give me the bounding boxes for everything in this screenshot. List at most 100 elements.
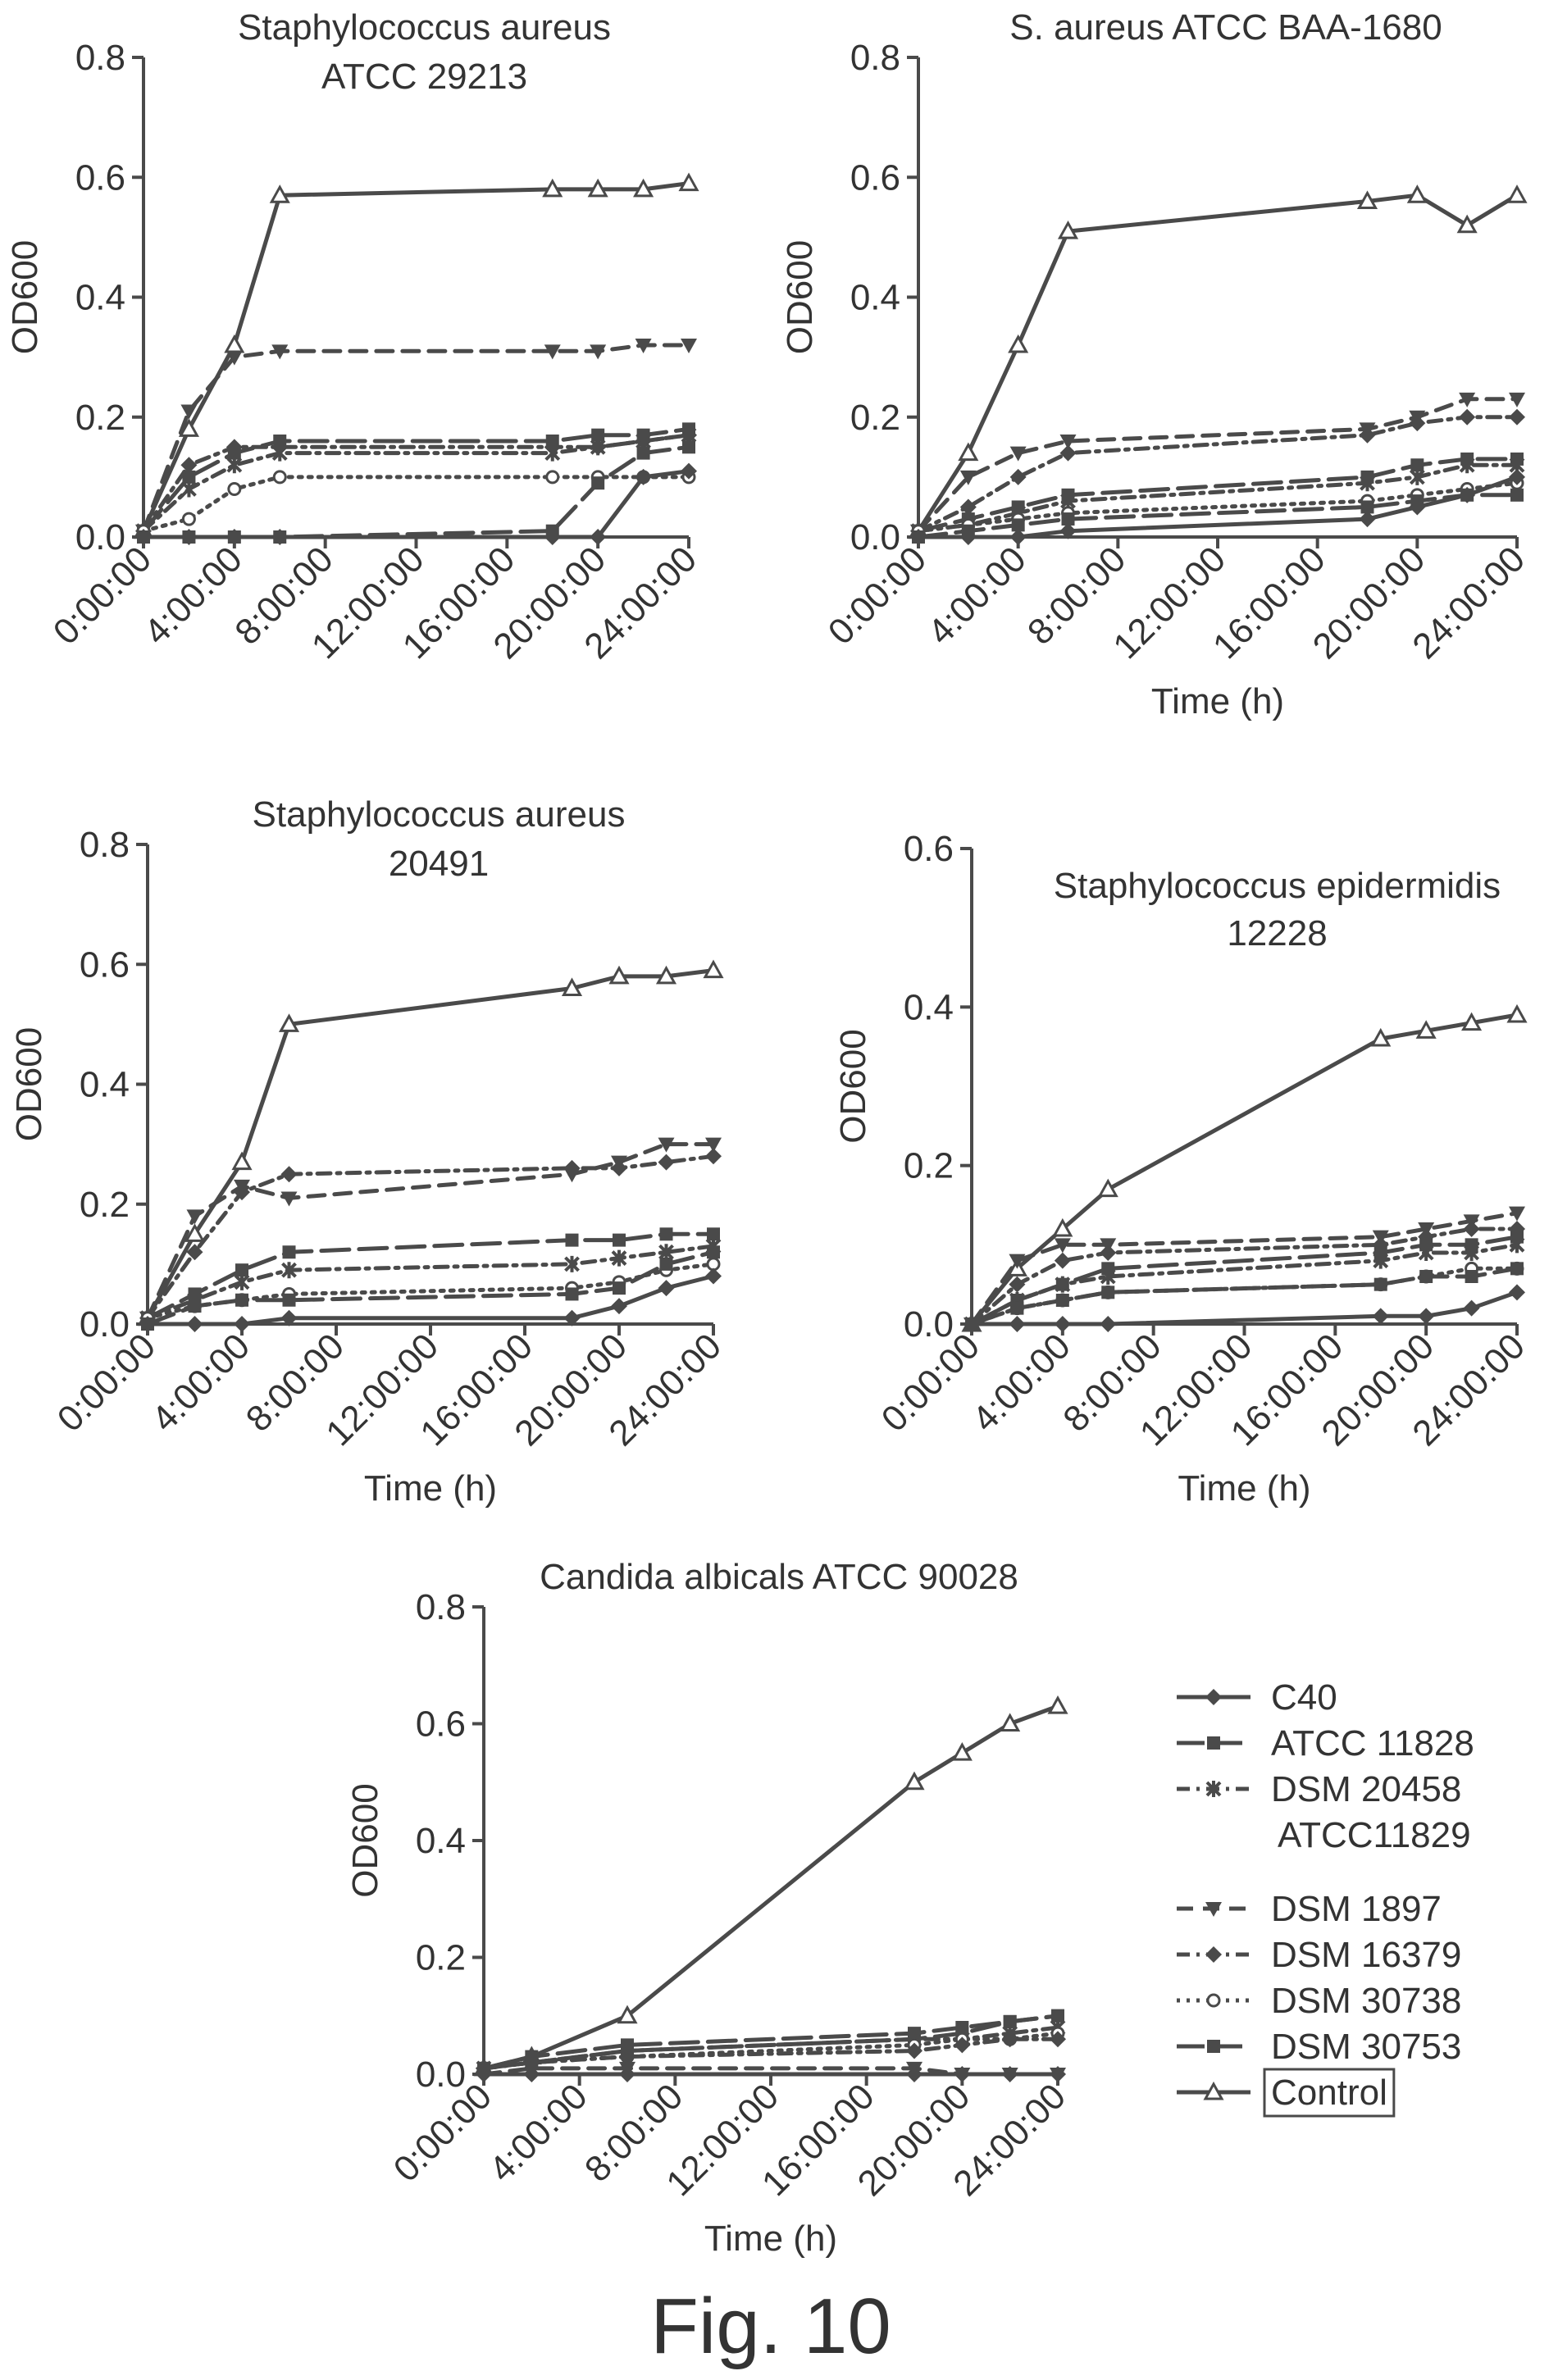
data-point-c40	[954, 2066, 971, 2082]
y-axis-label: OD600	[345, 1783, 385, 1897]
legend-item-dsm-1897: DSM 1897	[1177, 1889, 1442, 1929]
y-tick-label: 0.0	[904, 1304, 954, 1345]
series-line-dsm-1897	[141, 343, 691, 534]
data-point-dsm-16379	[611, 1159, 627, 1176]
data-point-c40	[635, 468, 652, 485]
legend-item-dsm-20458: DSM 20458 ATCC11829	[1177, 1769, 1471, 1855]
data-point-c40	[1059, 522, 1077, 539]
data-point-c40	[1409, 498, 1426, 516]
data-point-c40	[681, 462, 697, 480]
data-point-control	[951, 1742, 973, 1761]
y-axis-label: OD600	[833, 1029, 873, 1143]
series-control	[961, 1003, 1528, 1332]
data-point-dsm-20458	[226, 457, 243, 474]
y-tick-label: 0.4	[75, 278, 125, 318]
data-point-control	[269, 184, 290, 203]
data-point-control	[904, 1771, 925, 1791]
y-tick-label: 0.8	[80, 825, 130, 865]
y-tick-label: 0.6	[850, 157, 900, 198]
legend-marker	[1203, 2081, 1224, 2100]
data-point-c40	[1418, 1308, 1435, 1325]
data-point-dsm-30753	[1061, 512, 1075, 526]
data-point-c40	[619, 2066, 636, 2082]
legend-item-c40: C40	[1177, 1677, 1337, 1718]
data-point-atcc-11828	[235, 1263, 248, 1277]
data-point-control	[184, 1223, 206, 1242]
series-line-atcc-11828	[141, 426, 691, 534]
data-point-control	[1057, 220, 1079, 239]
data-point-dsm-20458	[1509, 1236, 1525, 1254]
data-point-dsm-16379	[1359, 426, 1376, 444]
chart-panel-1: 0.00.20.40.60.80:00:004:00:008:00:0012:0…	[5, 7, 704, 667]
series-line-dsm-16379	[141, 433, 691, 534]
series-line-dsm-30753	[969, 1266, 1519, 1327]
legend-label: DSM 30753	[1271, 2027, 1461, 2067]
y-axis-label: OD600	[9, 1027, 49, 1141]
data-point-dsm-16379	[1509, 408, 1525, 425]
data-point-dsm-20458	[281, 1262, 297, 1279]
data-point-c40	[1009, 529, 1027, 545]
data-point-dsm-1897	[180, 404, 198, 420]
data-point-dsm-30753	[235, 1293, 248, 1307]
series-line-control	[145, 968, 716, 1321]
data-point-c40	[523, 2066, 540, 2082]
data-point-dsm-30753	[613, 1281, 626, 1295]
y-tick-label: 0.8	[850, 38, 900, 78]
data-point-control	[1456, 214, 1478, 234]
y-axis-label: OD600	[5, 240, 45, 354]
x-axis-label: Time (h)	[704, 2218, 837, 2259]
data-point-dsm-16379	[906, 2042, 922, 2059]
chart-subtitle: 20491	[389, 844, 489, 884]
data-point-c40	[959, 529, 977, 545]
data-point-control	[703, 959, 724, 979]
y-axis-label: OD600	[780, 240, 820, 354]
data-point-control	[633, 178, 654, 198]
data-point-dsm-16379	[619, 2048, 636, 2065]
y-tick-label: 0.0	[416, 2055, 466, 2095]
data-point-control	[231, 1151, 253, 1171]
data-point-c40	[280, 1309, 298, 1327]
data-point-control	[1008, 334, 1029, 353]
data-point-dsm-1897	[1054, 1238, 1071, 1254]
data-point-dsm-30753	[1510, 1262, 1524, 1276]
data-point-c40	[234, 1316, 250, 1332]
series-line-dsm-16379	[145, 1154, 716, 1321]
series-c40	[910, 468, 1525, 545]
data-point-dsm-16379	[658, 1154, 675, 1171]
legend-item-dsm-30753: DSM 30753	[1177, 2027, 1461, 2067]
chart-panel-5: 0.00.20.40.60.80:00:004:00:008:00:0012:0…	[345, 1557, 1073, 2259]
legend: C40 ATCC 11828 DSM 20458 ATCC11829 DSM 1897 D…	[1177, 1677, 1474, 2118]
chart-title: S. aureus ATCC BAA-1680	[1009, 7, 1442, 48]
chart-title: Candida albicals ATCC 90028	[540, 1557, 1018, 1597]
series-line-control	[916, 193, 1519, 534]
data-point-c40	[1009, 1316, 1026, 1332]
legend-marker	[1207, 2040, 1220, 2053]
data-point-dsm-30753	[1101, 1286, 1115, 1299]
data-point-c40	[1054, 1316, 1071, 1332]
data-point-dsm-20458	[564, 1255, 580, 1272]
legend-marker	[1205, 1946, 1222, 1963]
legend-item-atcc-11828: ATCC 11828	[1177, 1723, 1474, 1763]
data-point-atcc-11828	[182, 470, 196, 484]
y-tick-label: 0.0	[850, 517, 900, 557]
series-line-dsm-30753	[145, 1249, 716, 1327]
data-point-control	[1370, 1027, 1392, 1047]
legend-marker	[1205, 1781, 1222, 1797]
chart-title: Staphylococcus aureus	[253, 794, 626, 835]
legend-marker	[1207, 1736, 1220, 1750]
y-tick-label: 0.2	[80, 1185, 130, 1225]
series-dsm-16379	[910, 408, 1525, 539]
data-point-dsm-16379	[1009, 1276, 1026, 1293]
data-point-control	[1461, 1012, 1483, 1031]
x-tick-label: 4:00:00	[144, 1326, 257, 1439]
data-point-control	[1000, 1713, 1021, 1732]
y-tick-label: 0.2	[850, 398, 900, 438]
y-tick-label: 0.4	[80, 1065, 130, 1105]
data-point-dsm-1897	[705, 1137, 722, 1153]
data-point-dsm-30753	[682, 440, 695, 454]
chart-title: Staphylococcus epidermidis	[1054, 866, 1501, 906]
data-point-dsm-30753	[591, 476, 605, 490]
data-point-dsm-16379	[1054, 1252, 1071, 1269]
legend-label: DSM 1897	[1271, 1889, 1442, 1929]
